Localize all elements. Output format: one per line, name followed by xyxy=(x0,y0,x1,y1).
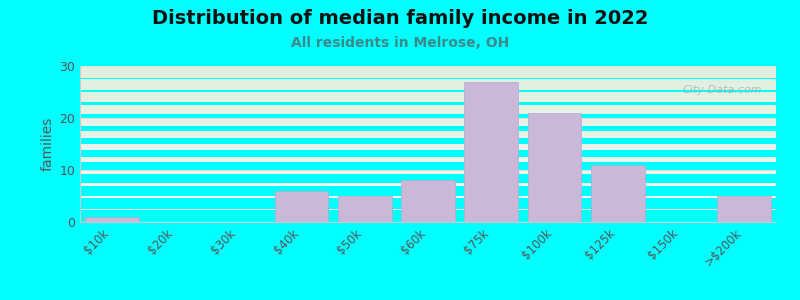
Bar xyxy=(80,78,776,79)
Bar xyxy=(80,112,776,113)
Bar xyxy=(80,67,776,68)
Bar xyxy=(80,103,776,104)
Bar xyxy=(80,71,776,72)
Bar xyxy=(80,75,776,76)
Bar xyxy=(274,191,328,222)
Bar xyxy=(80,74,776,75)
Bar xyxy=(80,76,776,77)
Bar xyxy=(80,87,776,88)
Bar xyxy=(80,99,776,100)
Bar xyxy=(464,82,518,222)
Bar xyxy=(80,89,776,90)
Bar xyxy=(401,180,455,222)
Bar xyxy=(80,79,776,80)
Bar xyxy=(80,68,776,69)
Bar xyxy=(80,70,776,71)
Bar xyxy=(80,124,776,125)
Bar xyxy=(80,97,776,98)
Bar xyxy=(718,196,771,222)
Bar xyxy=(80,100,776,101)
Bar xyxy=(80,85,776,86)
Bar xyxy=(80,120,776,121)
Bar xyxy=(80,69,776,70)
Text: City-Data.com: City-Data.com xyxy=(682,85,762,95)
Bar xyxy=(80,88,776,89)
Bar xyxy=(80,84,776,85)
Bar xyxy=(80,109,776,110)
Bar xyxy=(80,93,776,94)
Text: Distribution of median family income in 2022: Distribution of median family income in … xyxy=(152,9,648,28)
Bar xyxy=(338,196,392,222)
Bar xyxy=(80,115,776,116)
Bar xyxy=(80,107,776,108)
Bar xyxy=(591,165,645,222)
Bar xyxy=(80,98,776,99)
Bar xyxy=(80,80,776,81)
Bar xyxy=(80,125,776,126)
Bar xyxy=(80,66,776,67)
Text: All residents in Melrose, OH: All residents in Melrose, OH xyxy=(291,36,509,50)
Bar xyxy=(80,72,776,73)
Bar xyxy=(80,117,776,118)
Bar xyxy=(80,96,776,97)
Y-axis label: families: families xyxy=(41,117,55,171)
Bar xyxy=(80,121,776,122)
Bar xyxy=(80,122,776,123)
Bar xyxy=(80,108,776,109)
Bar xyxy=(80,119,776,120)
Bar xyxy=(80,86,776,87)
Bar xyxy=(80,81,776,82)
Bar xyxy=(80,110,776,111)
Bar xyxy=(80,73,776,74)
Bar xyxy=(85,217,138,222)
Bar xyxy=(80,95,776,96)
Bar xyxy=(80,123,776,124)
Bar xyxy=(80,113,776,114)
Bar xyxy=(80,77,776,78)
Bar xyxy=(80,101,776,102)
Bar xyxy=(80,83,776,84)
Bar xyxy=(80,105,776,106)
Bar xyxy=(80,111,776,112)
Bar xyxy=(528,113,582,222)
